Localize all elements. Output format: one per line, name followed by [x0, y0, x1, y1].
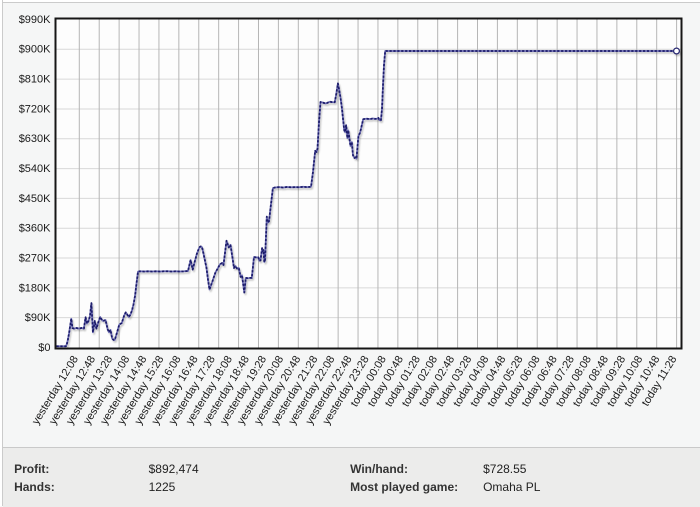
- svg-text:$450K: $450K: [19, 193, 51, 205]
- svg-text:$810K: $810K: [19, 74, 51, 86]
- svg-text:$900K: $900K: [19, 44, 51, 56]
- svg-text:$90K: $90K: [25, 312, 51, 324]
- svg-text:$540K: $540K: [19, 163, 51, 175]
- svg-text:$180K: $180K: [19, 282, 51, 294]
- svg-text:$0: $0: [38, 342, 50, 354]
- svg-text:$270K: $270K: [19, 252, 51, 264]
- svg-text:$990K: $990K: [19, 14, 51, 26]
- svg-text:$720K: $720K: [19, 103, 51, 115]
- svg-text:$630K: $630K: [19, 133, 51, 145]
- svg-text:$360K: $360K: [19, 223, 51, 235]
